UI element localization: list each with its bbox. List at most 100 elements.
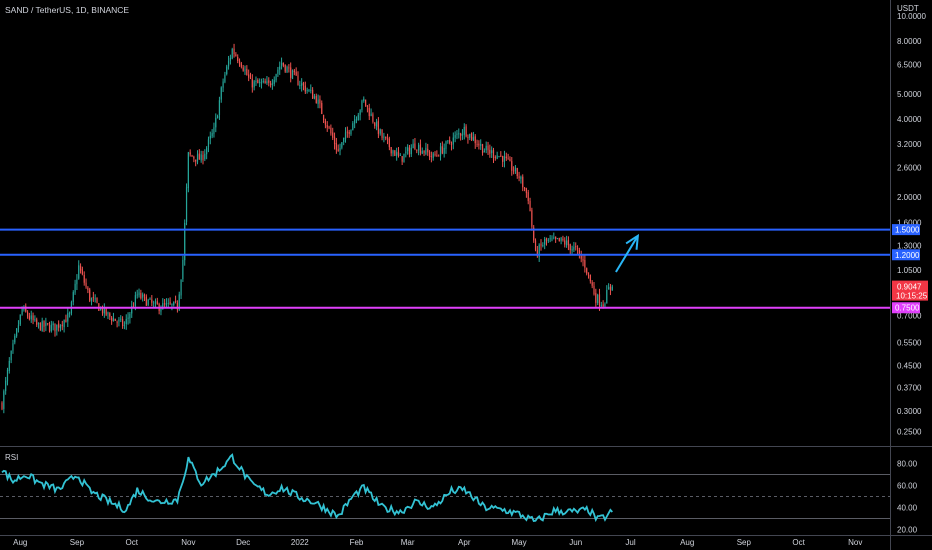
candle-body [385, 136, 387, 139]
candle-body [374, 122, 376, 126]
x-tick-label: Jun [569, 538, 582, 547]
candle-body [513, 170, 515, 172]
level-price-label: 0.7500 [895, 304, 920, 313]
candle-body [333, 136, 336, 145]
candle-body [209, 135, 211, 139]
candle-body [182, 259, 184, 280]
candle-body [425, 147, 427, 154]
candle-body [407, 147, 409, 152]
candle-body [83, 275, 85, 283]
rsi-tick-label: 20.00 [897, 526, 918, 535]
candle-body [277, 69, 279, 74]
x-tick-label: Nov [181, 538, 195, 547]
y-tick-label: 2.6000 [897, 164, 922, 173]
candle-body [354, 119, 356, 124]
y-tick-label: 1.0500 [897, 266, 922, 275]
candle-body [280, 62, 283, 66]
candle-body [597, 294, 599, 304]
candle-body [114, 318, 116, 321]
candle-body [602, 304, 604, 307]
candle-body [134, 295, 136, 307]
candle-body [549, 238, 551, 240]
candle-body [363, 98, 365, 102]
x-tick-label: Oct [792, 538, 805, 547]
candle-body [5, 380, 7, 392]
candle-body [16, 328, 18, 337]
candle-body [399, 155, 401, 157]
candle-body [3, 391, 5, 409]
y-tick-label: 1.3000 [897, 242, 922, 251]
candle-body [428, 152, 431, 158]
x-tick-label: Nov [848, 538, 862, 547]
candle-body [1, 402, 3, 409]
candle-body [125, 318, 127, 325]
candle-body [63, 319, 65, 328]
candle-body [500, 155, 502, 157]
candle-body [587, 272, 590, 274]
horizontal-levels[interactable] [0, 228, 890, 309]
candle-body [222, 81, 224, 88]
candle-body [494, 157, 496, 158]
candle-body [567, 239, 570, 246]
candle-body [509, 159, 511, 162]
candle-body [372, 114, 374, 122]
candle-body [251, 78, 253, 88]
candle-body [416, 149, 418, 151]
candle-body [503, 156, 506, 162]
x-tick-label: Aug [680, 538, 694, 547]
candle-body [454, 135, 456, 138]
candle-body [523, 187, 526, 189]
candle-body [218, 100, 221, 116]
candle-body [54, 323, 56, 332]
candle-body [282, 62, 284, 66]
candle-body [485, 145, 487, 151]
candle-body [339, 147, 341, 151]
y-tick-label: 0.7000 [897, 312, 922, 321]
annotations[interactable] [615, 233, 640, 273]
candle-body [480, 144, 482, 146]
candle-body [430, 156, 432, 157]
candle-body [264, 80, 266, 84]
candle-body [215, 117, 217, 128]
candle-body [291, 70, 294, 79]
candle-body [396, 152, 398, 156]
candle-body [375, 121, 378, 127]
candle-body [271, 83, 274, 85]
candle-body [235, 54, 237, 56]
candle-body [207, 139, 210, 148]
candle-body [483, 151, 485, 153]
candle-body [359, 110, 361, 115]
candle-body [335, 143, 337, 150]
chart-title: SAND / TetherUS, 1D, BINANCE [5, 5, 130, 15]
candle-body [529, 200, 531, 212]
candle-body [611, 286, 613, 291]
candle-body [410, 147, 412, 155]
candle-body [140, 293, 142, 299]
candle-body [456, 133, 458, 136]
candle-body [507, 158, 509, 160]
candle-body [266, 81, 268, 84]
y-tick-label: 0.5500 [897, 339, 922, 348]
candle-body [449, 140, 451, 143]
candle-body [94, 298, 96, 300]
candle-body [533, 227, 535, 241]
candle-body [525, 188, 527, 194]
candle-body [198, 153, 200, 160]
candle-body [43, 321, 45, 327]
candle-body [355, 119, 358, 121]
candle-body [584, 260, 586, 268]
candle-body [286, 67, 288, 73]
candle-body [432, 153, 434, 158]
y-tick-label: 5.0000 [897, 90, 922, 99]
candle-body [121, 318, 124, 327]
candle-body [452, 137, 454, 145]
candle-body [162, 303, 164, 310]
candle-body [438, 155, 440, 157]
candle-body [346, 131, 348, 133]
candle-body [489, 149, 491, 154]
candle-body [534, 240, 537, 251]
candle-body [313, 96, 316, 99]
candle-body [145, 296, 147, 306]
